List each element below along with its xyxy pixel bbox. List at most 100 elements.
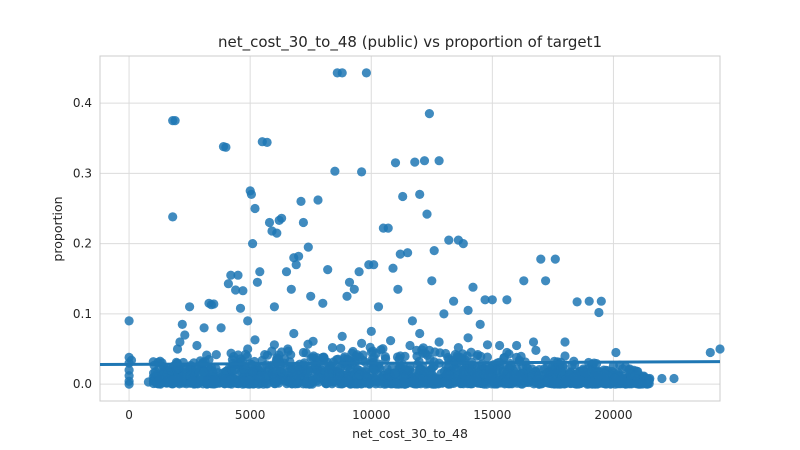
data-point <box>594 307 604 318</box>
data-point <box>192 340 202 351</box>
data-point <box>286 284 296 294</box>
data-point <box>357 167 367 177</box>
data-point <box>233 270 243 280</box>
data-point <box>235 303 246 313</box>
data-point <box>344 277 355 287</box>
data-point <box>230 365 240 375</box>
data-point <box>495 340 505 351</box>
data-point <box>177 319 187 329</box>
data-point <box>364 379 375 389</box>
data-point <box>519 276 529 286</box>
data-point <box>386 336 396 346</box>
data-point <box>350 379 360 389</box>
data-point <box>390 368 400 378</box>
data-point <box>550 254 560 264</box>
data-point <box>354 267 364 277</box>
data-point <box>657 373 667 384</box>
data-point <box>289 328 299 339</box>
data-point <box>369 260 379 270</box>
data-point <box>391 378 401 388</box>
y-tick-label: 0.4 <box>73 96 92 110</box>
data-point <box>410 157 420 167</box>
plot-frame <box>99 55 721 402</box>
data-point <box>199 323 209 333</box>
data-point <box>343 375 353 385</box>
data-point <box>369 353 379 363</box>
data-point <box>202 350 212 360</box>
data-point <box>185 302 195 312</box>
data-point <box>395 249 405 259</box>
data-point <box>468 282 478 292</box>
data-point <box>616 375 626 385</box>
data-point <box>368 346 378 356</box>
data-point <box>536 254 546 264</box>
data-point <box>267 346 277 356</box>
data-point <box>306 291 316 301</box>
data-point <box>345 357 355 367</box>
data-point <box>268 368 278 379</box>
data-point <box>572 297 582 307</box>
data-point <box>537 379 547 389</box>
data-point <box>287 367 297 377</box>
data-point <box>601 377 611 387</box>
data-point <box>402 366 412 376</box>
data-point <box>309 351 319 361</box>
data-point <box>330 166 340 176</box>
data-point <box>561 376 572 386</box>
data-point <box>261 379 271 389</box>
data-point <box>424 109 434 119</box>
data-point <box>534 370 544 381</box>
data-point <box>508 377 518 387</box>
data-point <box>283 376 294 386</box>
data-point <box>170 116 180 126</box>
data-point <box>444 235 454 245</box>
data-point <box>255 267 265 277</box>
data-point <box>401 378 411 388</box>
data-point <box>209 299 219 309</box>
data-point <box>239 364 249 374</box>
data-point <box>715 344 725 354</box>
data-point <box>357 379 367 389</box>
x-tick-label: 10000 <box>352 408 390 422</box>
data-point <box>499 352 509 363</box>
data-point <box>332 364 343 374</box>
data-point <box>516 351 526 361</box>
data-point <box>549 379 559 389</box>
data-point <box>225 375 236 385</box>
data-point <box>444 370 454 380</box>
data-point <box>480 295 490 305</box>
data-point <box>298 217 308 228</box>
data-point <box>124 316 134 326</box>
x-tick-label: 0 <box>125 408 133 422</box>
data-point <box>357 338 367 348</box>
data-point <box>211 364 221 374</box>
data-point <box>313 195 323 205</box>
data-point <box>269 302 279 312</box>
data-point <box>160 378 170 388</box>
data-point <box>149 368 159 378</box>
data-point <box>211 350 221 360</box>
data-point <box>216 323 226 333</box>
data-point <box>124 379 134 389</box>
data-point <box>463 305 473 315</box>
data-point <box>541 276 551 286</box>
data-point <box>199 366 209 377</box>
data-point <box>487 295 497 305</box>
data-point <box>398 191 408 202</box>
data-point <box>248 239 258 249</box>
data-point <box>277 213 287 223</box>
data-point <box>472 368 483 378</box>
data-point <box>463 333 473 343</box>
data-point <box>180 330 190 340</box>
data-point <box>238 286 248 296</box>
data-point <box>472 351 482 361</box>
data-point <box>342 291 352 301</box>
data-point <box>210 375 220 385</box>
y-tick-label: 0.2 <box>73 237 92 251</box>
data-point <box>575 375 585 385</box>
data-point <box>443 352 453 363</box>
y-tick-label: 0.1 <box>73 307 92 321</box>
data-point <box>188 375 198 385</box>
data-point <box>252 277 262 287</box>
